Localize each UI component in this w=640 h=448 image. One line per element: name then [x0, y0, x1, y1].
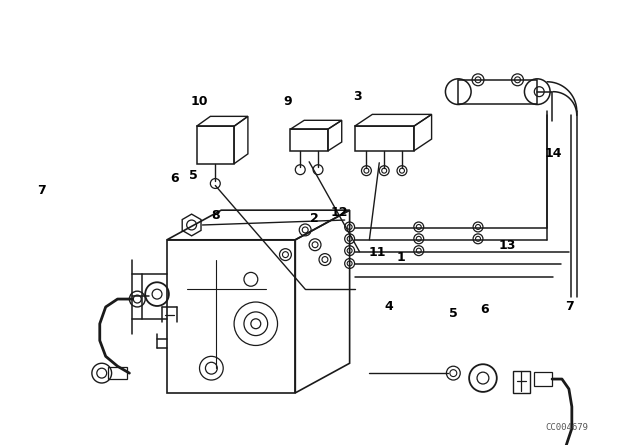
Text: 7: 7 [566, 301, 574, 314]
Text: 2: 2 [310, 211, 319, 224]
Bar [534, 372, 552, 386]
Text: 5: 5 [189, 169, 198, 182]
Text: 13: 13 [499, 239, 516, 252]
Text: 4: 4 [385, 301, 394, 314]
Text: 8: 8 [211, 209, 220, 222]
Text: 12: 12 [331, 206, 349, 219]
Bar [355, 126, 414, 151]
Text: 10: 10 [191, 95, 208, 108]
Bar [513, 371, 531, 393]
Text: CC004679: CC004679 [545, 423, 588, 432]
Bar [291, 129, 328, 151]
Text: 6: 6 [481, 303, 489, 316]
Text: 3: 3 [353, 90, 362, 103]
Bar [167, 240, 295, 393]
Text: 5: 5 [449, 307, 458, 320]
Bar [108, 367, 127, 379]
Bar [196, 126, 234, 164]
Text: 11: 11 [369, 246, 386, 259]
Text: 14: 14 [545, 147, 562, 160]
Text: 1: 1 [397, 251, 405, 264]
Text: 9: 9 [283, 95, 292, 108]
Text: 7: 7 [37, 184, 46, 197]
Bar [458, 80, 537, 103]
Text: 6: 6 [170, 172, 179, 185]
